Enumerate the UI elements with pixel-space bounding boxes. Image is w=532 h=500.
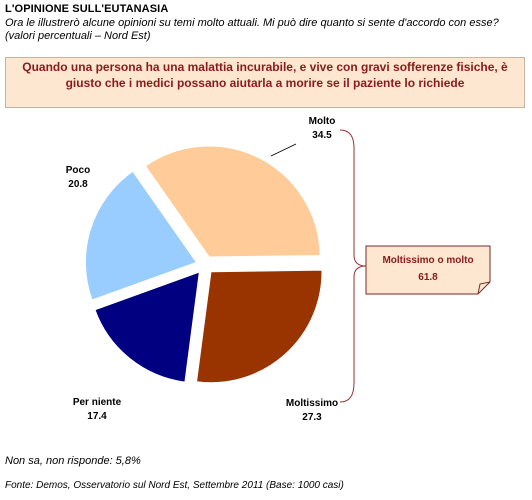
pie-labels: Molto 34.5 Moltissimo 27.3 Per niente 17.4 Poc… xyxy=(66,116,338,423)
slice-label-molto: Molto xyxy=(309,116,336,127)
survey-question-text: Quando una persona ha una malattia incur… xyxy=(22,60,508,90)
pie-slice-molto xyxy=(144,145,321,258)
summary-callout: Moltissimo o molto 61.8 xyxy=(366,246,490,294)
pie-slice-poco xyxy=(84,170,198,301)
molto-leader-line xyxy=(270,143,297,157)
slice-label-per-niente: Per niente xyxy=(73,397,122,408)
slice-value-moltissimo: 27.3 xyxy=(302,412,322,423)
slice-label-poco: Poco xyxy=(66,165,90,176)
slice-value-molto: 34.5 xyxy=(312,130,332,141)
summary-callout-shape xyxy=(365,245,491,295)
pie-slice-moltissimo xyxy=(195,269,323,384)
survey-question-box: Quando una persona ha una malattia incur… xyxy=(5,57,525,108)
no-answer-note: Non sa, non risponde: 5,8% xyxy=(5,455,141,467)
page-subtitle: Ora le illustrerò alcune opinioni su tem… xyxy=(5,17,499,42)
slice-value-per-niente: 17.4 xyxy=(87,411,107,422)
slice-value-poco: 20.8 xyxy=(68,179,88,190)
slice-label-moltissimo: Moltissimo xyxy=(286,398,338,409)
pie-slices xyxy=(84,145,323,384)
summary-callout-fold xyxy=(477,281,491,295)
summary-value: 61.8 xyxy=(418,272,438,283)
summary-label: Moltissimo o molto xyxy=(382,255,474,266)
pie-slice-per-niente xyxy=(94,271,200,383)
bracket-moltissimo-molto xyxy=(339,129,367,403)
source-note: Fonte: Demos, Osservatorio sul Nord Est,… xyxy=(5,480,344,491)
page-title: L'OPINIONE SULL'EUTANASIA xyxy=(5,3,169,15)
